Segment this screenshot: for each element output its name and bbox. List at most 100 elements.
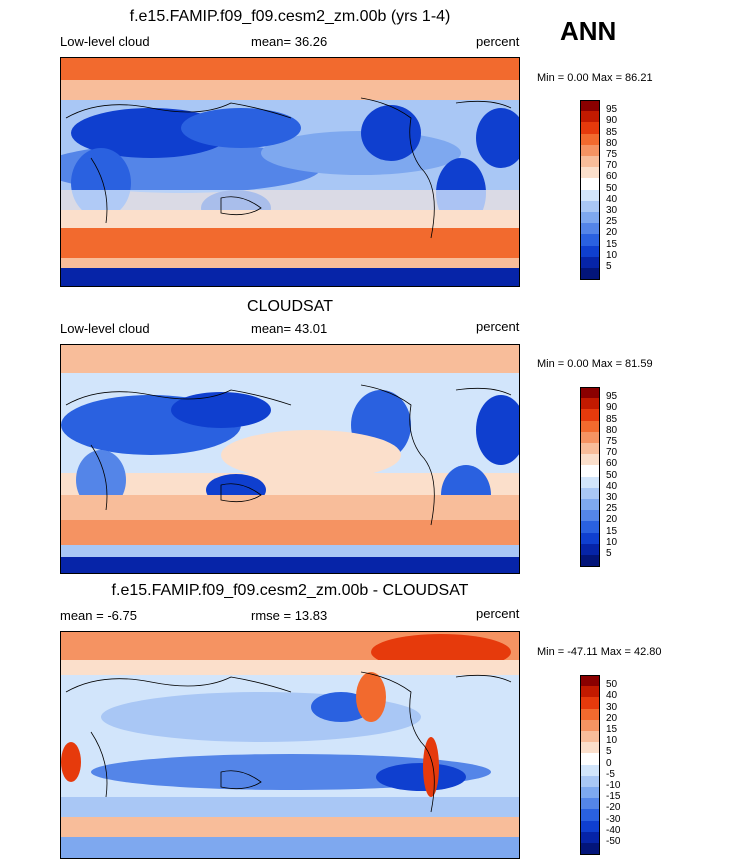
panel-1-units: percent bbox=[476, 34, 520, 49]
colorbar-cell bbox=[580, 510, 600, 522]
colorbar-cell bbox=[580, 122, 600, 135]
colorbar-level-label: 85 bbox=[606, 126, 618, 138]
colorbar-level-label: 70 bbox=[606, 160, 618, 172]
colorbar-level-label: 75 bbox=[606, 436, 618, 447]
panel-2-units: percent bbox=[476, 319, 520, 334]
colorbar-level-label: 75 bbox=[606, 149, 618, 160]
colorbar-level-label: -50 bbox=[606, 836, 621, 847]
colorbar-cell bbox=[580, 686, 600, 698]
colorbar-cell bbox=[580, 420, 600, 433]
colorbar-cell bbox=[580, 719, 600, 732]
colorbar-cell bbox=[580, 212, 600, 224]
panel-1-map-svg bbox=[61, 58, 519, 286]
colorbar-level-label: 10 bbox=[606, 735, 618, 747]
colorbar-level-label: 60 bbox=[606, 171, 618, 183]
colorbar-cell bbox=[580, 178, 600, 191]
colorbar-cell bbox=[580, 831, 600, 844]
colorbar-cell bbox=[580, 100, 600, 112]
colorbar-level-label: 20 bbox=[606, 227, 618, 239]
colorbar-cell bbox=[580, 487, 600, 500]
colorbar-level-label: 15 bbox=[606, 238, 618, 250]
colorbar-cell bbox=[580, 409, 600, 422]
panel-3-map bbox=[60, 631, 520, 859]
panel-2-mean: mean= 43.01 bbox=[251, 321, 328, 336]
colorbar-level-label: 80 bbox=[606, 424, 618, 436]
colorbar-level-label: 20 bbox=[606, 514, 618, 526]
colorbar-cell bbox=[580, 843, 600, 855]
colorbar-cell bbox=[580, 675, 600, 687]
colorbar-cell bbox=[580, 798, 600, 810]
colorbar-level-label: 50 bbox=[606, 182, 618, 194]
colorbar-cell bbox=[580, 465, 600, 478]
colorbar-cell bbox=[580, 521, 600, 534]
panel-3-minmax: Min = -47.11 Max = 42.80 bbox=[537, 646, 662, 658]
colorbar-cell bbox=[580, 144, 600, 157]
colorbar-cell bbox=[580, 156, 600, 168]
colorbar-level-label: 0 bbox=[606, 757, 612, 769]
colorbar-cell bbox=[580, 787, 600, 799]
panel-3-rmse: rmse = 13.83 bbox=[251, 608, 328, 623]
panel-2-title: CLOUDSAT bbox=[247, 298, 333, 315]
colorbar-cell bbox=[580, 476, 600, 489]
colorbar-cell bbox=[580, 189, 600, 202]
panel-1-title: f.e15.FAMIP.f09_f09.cesm2_zm.00b (yrs 1-… bbox=[129, 8, 451, 25]
colorbar-cell bbox=[580, 543, 600, 556]
colorbar-level-label: 95 bbox=[606, 104, 618, 116]
panel-2-map bbox=[60, 344, 520, 574]
panel-3-map-svg bbox=[61, 632, 519, 858]
colorbar-level-label: 50 bbox=[606, 679, 618, 691]
colorbar-cell bbox=[580, 443, 600, 455]
colorbar-cell bbox=[580, 555, 600, 567]
colorbar-level-label: -30 bbox=[606, 813, 621, 825]
panel-3-units: percent bbox=[476, 606, 520, 621]
colorbar-level-label: -5 bbox=[606, 768, 615, 780]
colorbar-level-label: 90 bbox=[606, 115, 618, 127]
colorbar-cell bbox=[580, 200, 600, 213]
colorbar-level-label: 30 bbox=[606, 492, 618, 503]
colorbar-level-label: 15 bbox=[606, 724, 618, 735]
colorbar-cell bbox=[580, 753, 600, 766]
colorbar-level-label: 10 bbox=[606, 249, 618, 261]
colorbar-level-label: 70 bbox=[606, 447, 618, 459]
colorbar-level-label: 85 bbox=[606, 413, 618, 425]
colorbar-cell bbox=[580, 268, 600, 280]
colorbar-level-label: 20 bbox=[606, 712, 618, 724]
colorbar-level-label: 40 bbox=[606, 480, 618, 492]
colorbar-cell bbox=[580, 820, 600, 833]
colorbar-cell bbox=[580, 731, 600, 743]
colorbar-level-label: 30 bbox=[606, 205, 618, 216]
colorbar-level-label: -15 bbox=[606, 791, 621, 803]
colorbar-cell bbox=[580, 431, 600, 444]
colorbar-level-label: 5 bbox=[606, 261, 612, 272]
colorbar-cell bbox=[580, 398, 600, 410]
colorbar-level-label: 95 bbox=[606, 391, 618, 403]
colorbar-cell bbox=[580, 234, 600, 247]
colorbar-level-label: 10 bbox=[606, 536, 618, 548]
colorbar-cell bbox=[580, 167, 600, 179]
colorbar-level-label: -40 bbox=[606, 824, 621, 836]
colorbar-level-label: 50 bbox=[606, 469, 618, 481]
colorbar-cell bbox=[580, 742, 600, 754]
colorbar-level-label: 25 bbox=[606, 503, 618, 515]
colorbar-level-label: 5 bbox=[606, 746, 612, 758]
panel-1-variable: Low-level cloud bbox=[60, 34, 150, 49]
season-label: ANN bbox=[560, 16, 617, 46]
colorbar-cell bbox=[580, 775, 600, 788]
colorbar-level-label: 90 bbox=[606, 402, 618, 414]
colorbar-level-label: 40 bbox=[606, 193, 618, 205]
colorbar-cell bbox=[580, 256, 600, 269]
colorbar-level-label: 80 bbox=[606, 137, 618, 149]
colorbar-level-label: 5 bbox=[606, 548, 612, 559]
colorbar-cell bbox=[580, 708, 600, 721]
colorbar-cell bbox=[580, 764, 600, 777]
panel-1-mean: mean= 36.26 bbox=[251, 34, 328, 49]
colorbar-level-label: 25 bbox=[606, 216, 618, 228]
colorbar-level-label: 60 bbox=[606, 458, 618, 470]
colorbar-level-label: 30 bbox=[606, 701, 618, 713]
colorbar-cell bbox=[580, 387, 600, 399]
colorbar-cell bbox=[580, 499, 600, 511]
colorbar-cell bbox=[580, 532, 600, 545]
panel-2-minmax: Min = 0.00 Max = 81.59 bbox=[537, 358, 653, 370]
colorbar-level-label: -10 bbox=[606, 780, 621, 791]
colorbar-cell bbox=[580, 454, 600, 466]
